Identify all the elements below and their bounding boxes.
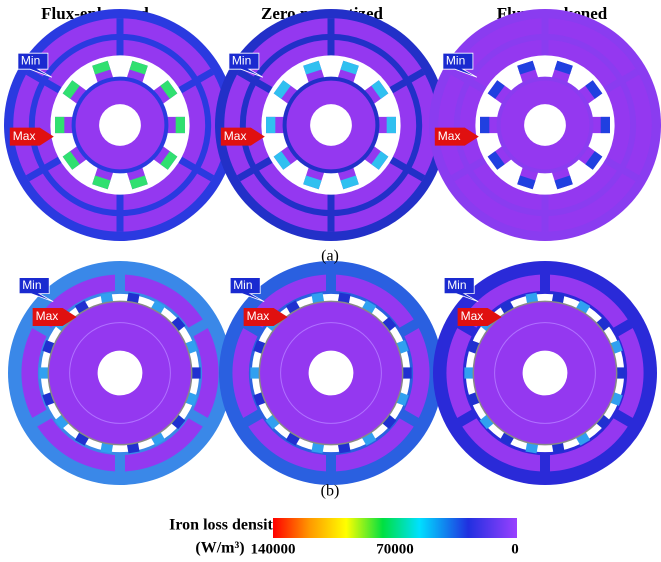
colorbar-tick: 140000: [251, 541, 296, 557]
slot: [464, 367, 473, 378]
tooth-tip: [601, 117, 610, 133]
max-label: Max: [13, 129, 36, 143]
max-label: Max: [36, 309, 59, 323]
colorbar-title: Iron loss density: [169, 517, 281, 534]
max-label: Max: [461, 309, 484, 323]
shaft: [310, 104, 352, 146]
tooth-tip: [176, 117, 185, 133]
slot-edge: [403, 367, 412, 378]
tooth-tip: [480, 117, 489, 133]
slot-edge: [250, 367, 259, 378]
shaft: [98, 351, 143, 396]
slot: [192, 367, 201, 378]
max-label: Max: [247, 309, 270, 323]
slot: [403, 367, 412, 378]
max-label: Max: [438, 129, 461, 143]
slot: [250, 367, 259, 378]
slot-edge: [192, 367, 201, 378]
slot-edge: [617, 367, 626, 378]
colorbar: [273, 518, 517, 538]
colorbar-tick: 70000: [376, 541, 414, 557]
slot: [617, 367, 626, 378]
panel-label: (b): [321, 483, 340, 500]
shaft: [524, 104, 566, 146]
min-label: Min: [21, 53, 40, 67]
min-label: Min: [22, 278, 41, 292]
colorbar-tick: 0: [511, 541, 519, 557]
min-label: Min: [447, 278, 466, 292]
shaft: [309, 351, 354, 396]
max-label: Max: [224, 129, 247, 143]
slot-edge: [39, 367, 48, 378]
min-label: Min: [233, 278, 252, 292]
tooth-tip: [55, 117, 64, 133]
shaft: [523, 351, 568, 396]
colorbar-unit: (W/m³): [195, 540, 244, 557]
min-label: Min: [446, 53, 465, 67]
min-label: Min: [232, 53, 251, 67]
tooth-tip: [266, 117, 275, 133]
shaft: [99, 104, 141, 146]
figure: Flux-enhanced Zero magnetized Flux-weake…: [0, 0, 661, 562]
slot: [39, 367, 48, 378]
slot-edge: [464, 367, 473, 378]
panel-label: (a): [321, 248, 339, 265]
tooth-tip: [387, 117, 396, 133]
